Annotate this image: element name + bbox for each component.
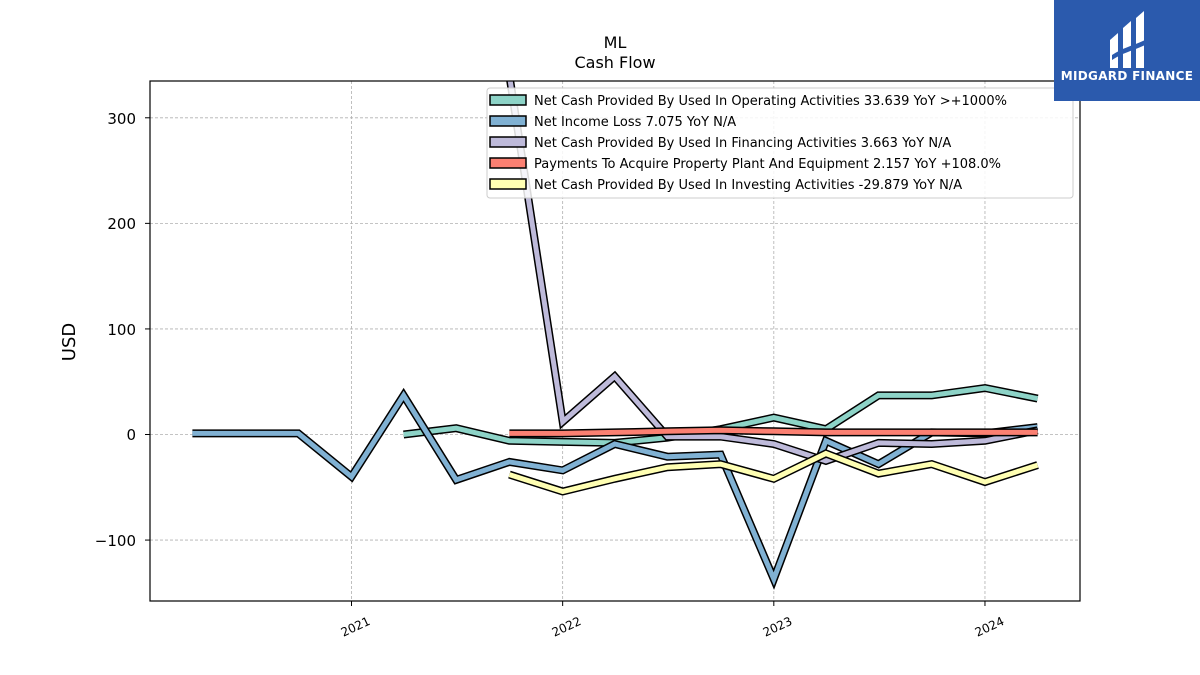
series-stroke	[192, 390, 1038, 586]
x-tick-label: 2021	[339, 614, 373, 640]
legend-box	[486, 87, 1074, 199]
y-tick-labels: 300 200 100 0 −100	[95, 110, 136, 550]
legend: Net Cash Provided By Used In Operating A…	[486, 87, 1074, 199]
legend-swatch	[489, 157, 527, 169]
y-tick-label: −100	[95, 532, 136, 550]
series-stroke	[507, 81, 1039, 464]
legend-entry: Net Cash Provided By Used In Operating A…	[534, 94, 1007, 109]
chart-subtitle: Cash Flow	[574, 53, 655, 72]
legend-entry: Payments To Acquire Property Plant And E…	[534, 157, 1001, 172]
logo-text: MIDGARD FINANCE	[1061, 69, 1193, 83]
midgard-finance-logo: MIDGARD FINANCE	[1054, 0, 1200, 101]
series-lines	[192, 81, 1039, 590]
legend-swatches	[489, 94, 527, 190]
series-line-1	[192, 387, 1039, 590]
series-line-2	[506, 81, 1039, 466]
plot-frame	[149, 80, 1081, 602]
chart-title: ML	[604, 33, 627, 52]
series-line-3	[509, 426, 1038, 438]
series-outline	[192, 387, 1039, 590]
logo-mark-icon	[1110, 11, 1145, 68]
series-line-4	[508, 449, 1039, 496]
y-tick-label: 200	[107, 215, 136, 233]
x-tick-label: 2023	[761, 614, 795, 640]
y-axis-label: USD	[59, 323, 80, 361]
legend-entry: Net Income Loss 7.075 YoY N/A	[534, 115, 736, 130]
x-tick-labels: 2021 2022 2023 2024	[339, 614, 1007, 640]
legend-entry: Net Cash Provided By Used In Financing A…	[534, 136, 951, 151]
series-stroke	[509, 427, 1038, 436]
y-tick-label: 100	[107, 321, 136, 339]
legend-entry: Net Cash Provided By Used In Investing A…	[534, 178, 962, 193]
y-tick-label: 300	[107, 110, 136, 128]
y-tick-label: 0	[126, 426, 136, 444]
legend-swatch	[489, 178, 527, 190]
x-tick-label: 2024	[973, 614, 1007, 640]
series-stroke	[508, 450, 1039, 495]
legend-swatch	[489, 94, 527, 106]
legend-swatch	[489, 136, 527, 148]
x-tick-label: 2022	[550, 614, 584, 640]
legend-swatch	[489, 115, 527, 127]
